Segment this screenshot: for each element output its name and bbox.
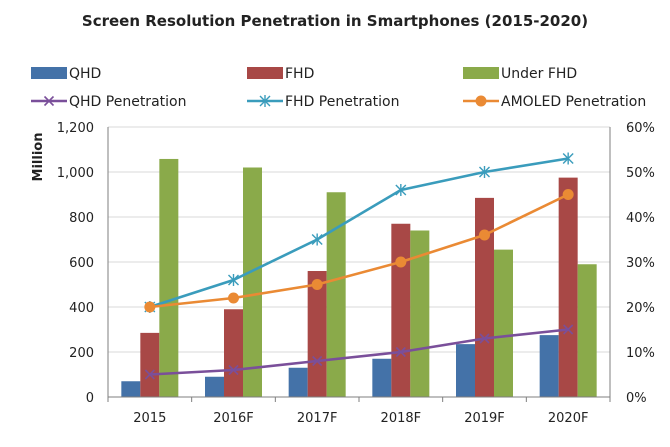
legend-label-under-fhd: Under FHD bbox=[501, 66, 577, 82]
bar-qhd bbox=[121, 381, 141, 397]
legend-marker-amoled-penetration bbox=[475, 95, 487, 107]
point-amoled-penetration bbox=[479, 229, 490, 241]
y2-tick-label: 60% bbox=[626, 121, 655, 136]
bar-fhd bbox=[475, 197, 494, 397]
y-tick-label: 0 bbox=[86, 391, 94, 406]
y-tick-label: 200 bbox=[69, 346, 94, 361]
bar-fhd bbox=[307, 271, 327, 397]
bar-under-fhd bbox=[577, 264, 597, 397]
point-qhd-penetration-stroke bbox=[228, 364, 239, 376]
lines bbox=[144, 152, 574, 380]
legend-label-qhd: QHD bbox=[69, 66, 101, 82]
point-qhd-penetration bbox=[479, 333, 490, 344]
legend: QHD FHD Under FHD QHD Penetration FHD Penetr… bbox=[31, 66, 646, 110]
legend-label-qhd-penetration: QHD Penetration bbox=[69, 94, 186, 110]
point-qhd-penetration bbox=[228, 364, 239, 376]
point-qhd-penetration bbox=[395, 346, 406, 358]
line-amoled-penetration bbox=[149, 193, 569, 309]
line-fhd-penetration bbox=[149, 157, 569, 309]
legend-label-fhd-penetration: FHD Penetration bbox=[285, 94, 400, 110]
legend-marker-qhd-penetration-stroke bbox=[43, 95, 55, 107]
y-tick-label: 400 bbox=[69, 301, 94, 316]
y2-tick-label: 50% bbox=[626, 166, 655, 181]
point-qhd-penetration-stroke bbox=[312, 355, 323, 367]
point-qhd-penetration-stroke bbox=[395, 346, 406, 358]
x-tick-label: 2020F bbox=[548, 411, 589, 426]
bar-fhd bbox=[391, 223, 411, 397]
y-tick-label: 600 bbox=[69, 256, 94, 271]
bar-qhd bbox=[539, 335, 559, 397]
bar-under-fhd bbox=[494, 249, 513, 397]
point-amoled-penetration bbox=[144, 301, 156, 313]
x-tick-label: 2015 bbox=[133, 411, 166, 426]
y-tick-label: 1,000 bbox=[57, 166, 94, 181]
bar-under-fhd bbox=[326, 192, 346, 397]
point-fhd-penetration bbox=[311, 233, 323, 246]
x-tick-label: 2018F bbox=[381, 411, 422, 426]
y2-tick-label: 40% bbox=[626, 211, 655, 226]
point-fhd-penetration bbox=[479, 166, 490, 178]
point-fhd-penetration bbox=[228, 274, 239, 286]
y-tick-label: 800 bbox=[69, 211, 94, 226]
legend-label-amoled-penetration: AMOLED Penetration bbox=[501, 94, 646, 110]
y-axis-label: Million bbox=[31, 133, 46, 182]
y-tick-label: 1,200 bbox=[57, 121, 94, 136]
legend-marker-fhd-penetration bbox=[259, 95, 271, 107]
bar-under-fhd bbox=[159, 158, 179, 397]
legend-marker-qhd-penetration bbox=[43, 95, 55, 107]
bar-fhd bbox=[558, 177, 578, 397]
bar-under-fhd bbox=[243, 167, 262, 397]
point-qhd-penetration bbox=[563, 324, 574, 335]
point-fhd-penetration bbox=[562, 152, 574, 165]
point-fhd-penetration bbox=[395, 184, 407, 196]
bar-under-fhd bbox=[410, 230, 430, 397]
point-qhd-penetration bbox=[144, 369, 155, 380]
legend-label-fhd: FHD bbox=[285, 66, 314, 82]
point-amoled-penetration bbox=[562, 189, 574, 200]
bar-qhd bbox=[288, 367, 308, 397]
point-amoled-penetration bbox=[311, 279, 323, 290]
bar-qhd bbox=[372, 358, 392, 397]
bar-fhd bbox=[224, 309, 243, 397]
y2-tick-label: 10% bbox=[626, 346, 655, 361]
axes bbox=[107, 127, 611, 402]
point-qhd-penetration bbox=[312, 355, 323, 367]
x-tick-label: 2019F bbox=[464, 411, 505, 426]
legend-swatch-under-fhd bbox=[463, 67, 499, 79]
y2-tick-label: 20% bbox=[626, 301, 655, 316]
point-amoled-penetration bbox=[228, 292, 239, 304]
point-qhd-penetration-stroke bbox=[479, 333, 490, 344]
bar-fhd bbox=[140, 332, 160, 397]
bars bbox=[121, 158, 597, 397]
chart-title: Screen Resolution Penetration in Smartph… bbox=[82, 12, 588, 30]
bar-qhd bbox=[456, 344, 475, 397]
point-qhd-penetration-stroke bbox=[144, 369, 155, 380]
legend-swatch-qhd bbox=[31, 67, 67, 79]
x-tick-label: 2016F bbox=[213, 411, 254, 426]
y2-tick-label: 0% bbox=[626, 391, 647, 406]
legend-swatch-fhd bbox=[247, 67, 283, 79]
y2-tick-label: 30% bbox=[626, 256, 655, 271]
bar-qhd bbox=[205, 376, 224, 397]
line-qhd-penetration bbox=[149, 328, 569, 376]
grid bbox=[108, 126, 610, 353]
ticks: 0 200 400 600 800 1,000 1,200 0% 10% 20% 30% 40% 50%… bbox=[57, 121, 655, 426]
point-amoled-penetration bbox=[395, 256, 407, 268]
point-qhd-penetration-stroke bbox=[563, 324, 574, 335]
x-tick-label: 2017F bbox=[297, 411, 338, 426]
